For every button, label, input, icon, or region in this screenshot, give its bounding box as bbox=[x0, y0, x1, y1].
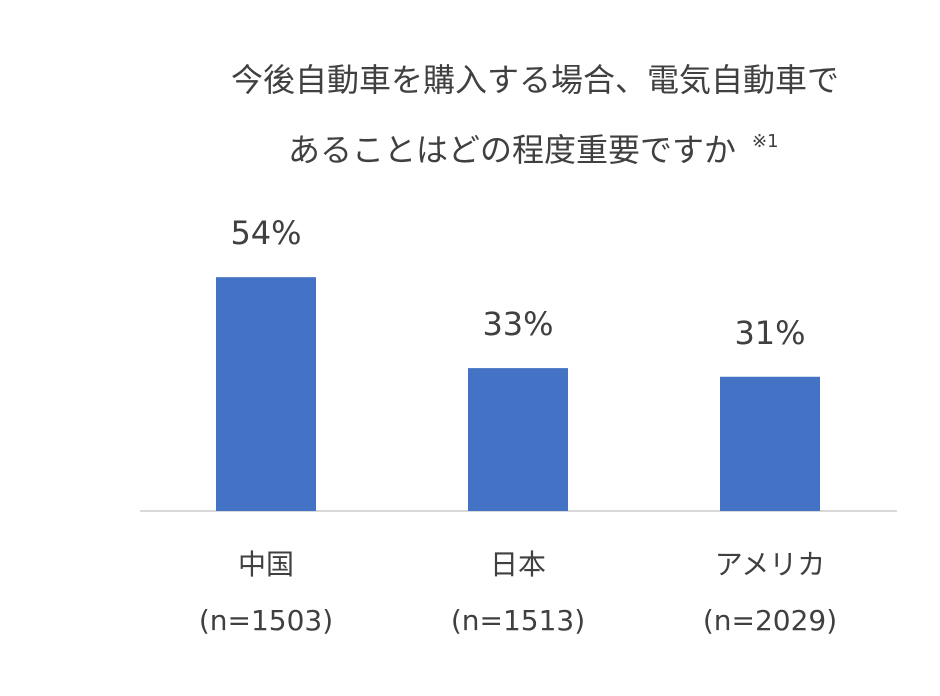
chart-title: 今後自動車を購入する場合、電気自動車で bbox=[231, 61, 839, 99]
x-tick-label: 中国 bbox=[238, 548, 294, 581]
x-tick-label: アメリカ bbox=[715, 548, 826, 581]
bar bbox=[216, 277, 316, 511]
chart-title: あることはどの程度重要ですか bbox=[288, 131, 736, 169]
value-label: 33% bbox=[482, 305, 553, 343]
sample-size: (n=1513) bbox=[451, 604, 585, 637]
x-tick-label: 日本 bbox=[490, 548, 546, 581]
sample-size: (n=1503) bbox=[199, 604, 333, 637]
value-label: 31% bbox=[734, 314, 805, 352]
title-note: ※1 bbox=[752, 131, 779, 152]
bar bbox=[720, 376, 820, 511]
value-label: 54% bbox=[230, 214, 301, 252]
bar bbox=[468, 368, 568, 511]
sample-size: (n=2029) bbox=[703, 604, 837, 637]
